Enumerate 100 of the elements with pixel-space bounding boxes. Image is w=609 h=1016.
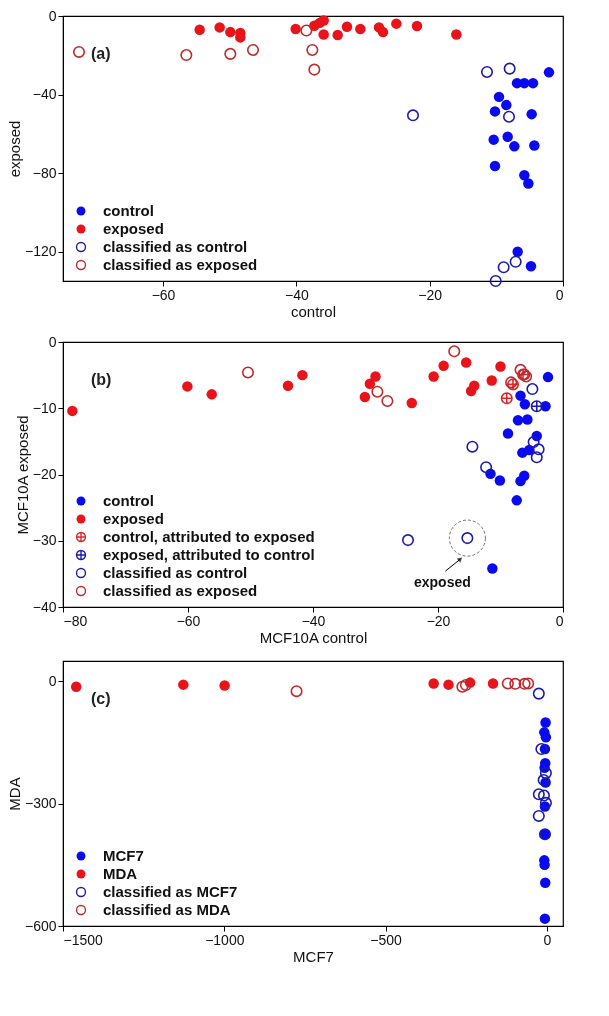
legend-label: classified as exposed xyxy=(103,256,258,273)
point xyxy=(214,22,225,33)
point xyxy=(480,461,493,474)
legend-label: classified as control xyxy=(103,238,248,255)
x-tick-label: −80 xyxy=(63,612,88,629)
point xyxy=(488,134,499,145)
point xyxy=(529,140,540,151)
point xyxy=(381,394,394,407)
legend-label: MCF7 xyxy=(103,847,144,864)
point xyxy=(300,24,313,37)
y-axis-title: MDA xyxy=(5,777,23,811)
point xyxy=(519,77,530,89)
point xyxy=(306,43,319,56)
point xyxy=(542,371,554,383)
legend-label: control, attributed to exposed xyxy=(103,528,315,545)
y-tick-label: 0 xyxy=(48,333,57,350)
x-tick-label: −60 xyxy=(176,612,201,629)
point xyxy=(377,26,389,38)
point xyxy=(451,29,462,40)
point xyxy=(503,62,516,75)
point xyxy=(500,392,513,405)
point xyxy=(72,45,86,58)
point xyxy=(487,563,498,574)
point xyxy=(527,77,539,89)
point xyxy=(406,397,417,409)
point xyxy=(318,15,329,26)
point xyxy=(359,391,371,403)
point xyxy=(411,20,423,32)
y-axis-title: MCF10A exposed xyxy=(13,415,31,535)
point xyxy=(489,106,501,117)
point xyxy=(401,534,415,547)
point xyxy=(493,91,505,103)
point xyxy=(523,178,534,189)
point xyxy=(519,169,530,181)
point xyxy=(522,414,533,425)
annotation: (c) xyxy=(91,690,111,707)
point xyxy=(514,363,527,376)
x-tick-label: −1500 xyxy=(63,931,104,948)
legend-label: exposed xyxy=(103,220,164,237)
point xyxy=(341,21,353,33)
point xyxy=(448,345,461,358)
point xyxy=(526,108,537,120)
point xyxy=(509,255,522,268)
point xyxy=(391,18,402,29)
legend-label: classified as control xyxy=(103,564,248,581)
point xyxy=(530,451,543,464)
y-axis-title: exposed xyxy=(5,120,23,178)
y-tick-label: 0 xyxy=(48,672,57,689)
y-tick-label: −300 xyxy=(24,795,57,812)
point xyxy=(519,399,531,410)
point xyxy=(497,261,510,274)
point xyxy=(460,357,472,368)
point xyxy=(318,29,329,40)
x-tick-label: 0 xyxy=(555,612,564,629)
point xyxy=(465,385,477,397)
y-tick-label: −120 xyxy=(24,243,57,260)
point xyxy=(206,389,217,400)
point xyxy=(224,47,237,60)
legend-label: control xyxy=(103,492,154,509)
legend-label: MDA xyxy=(103,865,138,882)
point xyxy=(525,261,537,272)
point xyxy=(241,366,255,379)
point xyxy=(502,110,516,123)
legend-label: control xyxy=(103,202,154,219)
y-tick-label: −20 xyxy=(32,466,57,482)
point xyxy=(67,405,78,417)
point xyxy=(532,443,545,456)
point xyxy=(371,385,384,398)
point xyxy=(308,63,321,76)
point xyxy=(297,369,308,381)
point xyxy=(489,274,502,288)
y-tick-label: −600 xyxy=(24,917,57,934)
point xyxy=(194,24,205,35)
point xyxy=(509,141,520,152)
y-tick-label: −40 xyxy=(32,86,57,103)
x-axis-title: MCF10A control xyxy=(259,628,368,646)
legend-label: classified as MDA xyxy=(103,901,231,918)
point xyxy=(530,400,543,413)
point xyxy=(466,440,479,453)
x-tick-label: −60 xyxy=(151,286,176,303)
point xyxy=(370,371,381,382)
x-tick-label: −20 xyxy=(426,612,451,629)
x-axis-title: MCF7 xyxy=(293,947,334,965)
point xyxy=(502,131,513,142)
point xyxy=(438,360,449,372)
point xyxy=(486,375,497,386)
point xyxy=(543,67,555,78)
legend-label: classified as exposed xyxy=(103,582,258,599)
y-tick-label: −30 xyxy=(32,532,57,549)
x-tick-label: −40 xyxy=(301,612,326,629)
y-tick-label: −80 xyxy=(32,164,57,181)
point xyxy=(526,383,539,396)
legend-label: exposed xyxy=(103,510,164,527)
point xyxy=(515,390,526,401)
point xyxy=(364,378,376,389)
point xyxy=(511,495,522,506)
annotation: exposed xyxy=(413,574,471,591)
annotation: (b) xyxy=(91,371,112,388)
annotation: (a) xyxy=(91,45,111,62)
y-tick-label: −10 xyxy=(32,399,57,416)
